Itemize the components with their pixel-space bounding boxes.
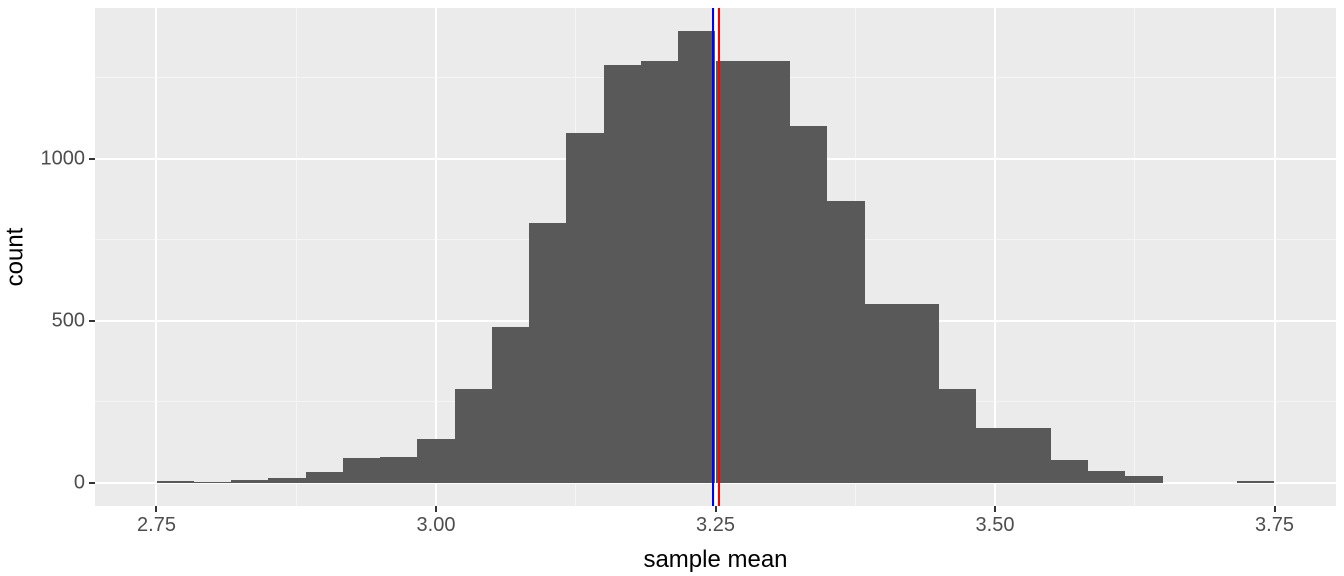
x-tick-label: 3.75 [1255,514,1294,537]
histogram-bar [753,61,790,482]
grid-minor-v [1134,8,1135,506]
x-tick-label: 3.00 [417,514,456,537]
x-tick-label: 3.25 [696,514,735,537]
histogram-bar [529,223,566,482]
histogram-bar [1088,471,1125,482]
y-tick-label: 0 [74,471,85,494]
x-tick-label: 3.50 [976,514,1015,537]
histogram-bar [641,61,678,482]
histogram-bar [902,304,939,482]
grid-major-v [435,8,437,506]
histogram-bar [380,457,417,483]
histogram-bar [865,304,902,482]
histogram-bar [604,65,641,483]
y-axis-title-text: count [1,228,29,287]
y-tick [89,320,95,322]
x-axis-title: sample mean [95,546,1336,574]
grid-minor-v [296,8,297,506]
histogram-bar [194,482,231,483]
y-tick-label: 500 [52,309,85,332]
histogram-bar [827,201,864,483]
histogram-bar [1237,481,1274,482]
histogram-bar [566,133,603,483]
reference-vline [712,8,714,506]
grid-major-v [1274,8,1276,506]
histogram-bar [231,480,268,482]
y-tick-label: 1000 [41,147,86,170]
histogram-bar [678,31,715,483]
histogram-bar [1051,460,1088,483]
x-tick [155,506,157,512]
plot-panel [95,8,1336,506]
histogram-bar [417,439,454,483]
histogram-bar [455,389,492,483]
x-tick [435,506,437,512]
x-tick [994,506,996,512]
histogram-bar [268,478,305,483]
histogram-bar [306,472,343,482]
histogram-bar [790,126,827,482]
grid-major-v [155,8,157,506]
x-tick [715,506,717,512]
histogram-bar [1125,476,1162,482]
histogram-chart: count sample mean 2.75 3.00 3.25 3.50 3.75 0 5… [0,0,1344,576]
histogram-bar [716,61,753,482]
reference-vline [718,8,720,506]
histogram-bar [343,458,380,482]
histogram-bar [157,481,194,482]
histogram-bar [976,428,1013,483]
y-tick [89,482,95,484]
x-tick [1274,506,1276,512]
x-axis-title-text: sample mean [643,546,787,573]
histogram-bar [492,327,529,483]
y-axis-title: count [0,8,30,506]
x-tick-label: 2.75 [137,514,176,537]
histogram-bar [939,389,976,483]
y-tick [89,158,95,160]
histogram-bar [1014,428,1051,483]
